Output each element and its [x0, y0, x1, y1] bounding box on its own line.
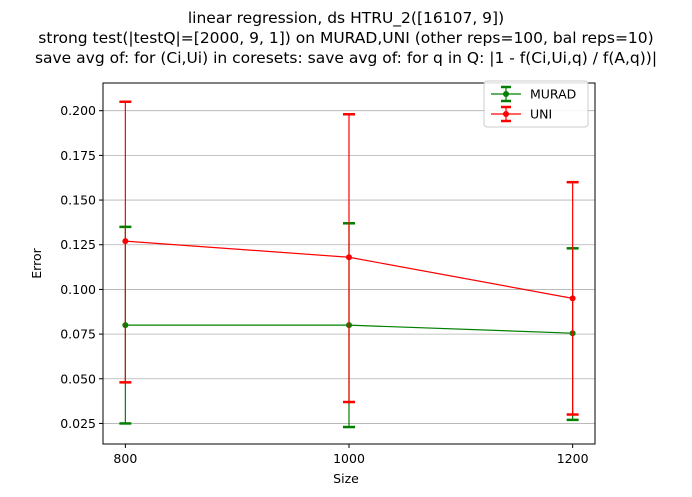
x-tick-label: 800 [113, 451, 137, 466]
y-axis: 0.025 0.050 0.075 0.100 0.125 0.150 0.175 0.200 [60, 103, 103, 431]
x-axis-label: Size [333, 471, 359, 486]
title-line-3: save avg of: for (Ci,Ui) in coresets: sa… [35, 49, 657, 67]
title-line-2: strong test(|testQ|=[2000, 9, 1]) on MUR… [38, 29, 653, 47]
x-tick-label: 1000 [333, 451, 365, 466]
data-point [346, 254, 352, 261]
y-tick-label: 0.150 [60, 193, 96, 208]
legend-marker [503, 111, 509, 117]
y-tick-label: 0.075 [60, 327, 96, 342]
y-tick-label: 0.125 [60, 237, 96, 252]
data-series [119, 100, 579, 429]
legend: MURAD UNI [483, 80, 589, 128]
x-axis: 800 1000 1200 [113, 444, 589, 466]
y-tick-label: 0.200 [60, 103, 96, 118]
data-point [122, 238, 129, 245]
title-line-1: linear regression, ds HTRU_2([16107, 9]) [188, 9, 504, 28]
y-tick-label: 0.100 [60, 282, 96, 297]
y-axis-label: Error [29, 247, 44, 278]
legend-item-murad: MURAD [491, 85, 576, 103]
y-tick-label: 0.025 [60, 416, 96, 431]
legend-label: UNI [530, 107, 552, 122]
series-uni [119, 100, 579, 416]
legend-label: MURAD [530, 87, 576, 102]
legend-box [483, 80, 589, 128]
y-tick-label: 0.050 [60, 371, 96, 386]
legend-item-uni: UNI [491, 105, 552, 123]
data-point [569, 295, 576, 302]
y-tick-label: 0.175 [60, 148, 96, 163]
legend-marker [503, 91, 509, 97]
chart-title: linear regression, ds HTRU_2([16107, 9])… [35, 9, 657, 67]
x-tick-label: 1200 [557, 451, 589, 466]
